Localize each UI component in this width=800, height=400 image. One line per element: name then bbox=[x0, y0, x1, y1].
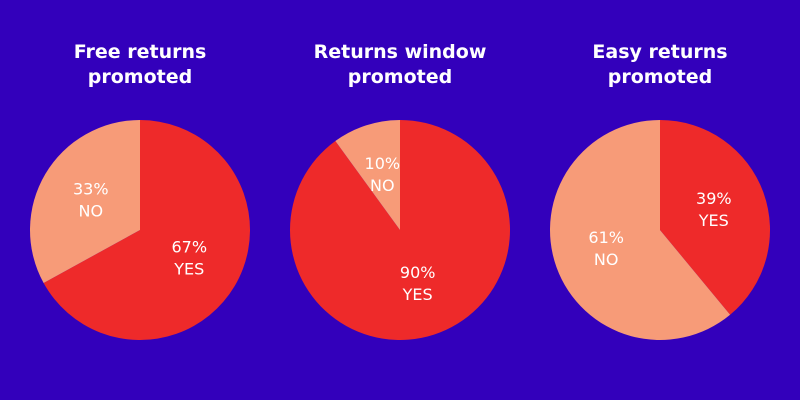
pie-slice bbox=[335, 120, 400, 230]
slice-category-label: YES bbox=[402, 285, 433, 304]
pie-slice bbox=[550, 120, 731, 340]
slice-value-label: 33% bbox=[73, 179, 109, 198]
chart-title: Free returns promoted bbox=[73, 41, 207, 88]
slice-category-label: YES bbox=[173, 260, 204, 279]
slice-value-label: 10% bbox=[365, 154, 401, 173]
pie-slice bbox=[660, 120, 771, 315]
slice-value-label: 67% bbox=[171, 238, 207, 257]
pie-slice bbox=[289, 120, 510, 340]
slice-category-label: YES bbox=[698, 211, 729, 230]
chart-title: Easy returns promoted bbox=[592, 41, 728, 88]
slice-category-label: NO bbox=[78, 201, 103, 220]
pie-slice bbox=[30, 120, 140, 283]
slice-category-label: NO bbox=[370, 176, 395, 195]
chart-title: Returns window promoted bbox=[313, 41, 487, 88]
slice-category-label: NO bbox=[594, 250, 619, 269]
slice-value-label: 39% bbox=[696, 189, 732, 208]
slice-value-label: 61% bbox=[588, 228, 624, 247]
slice-value-label: 90% bbox=[400, 263, 436, 282]
pie-slice bbox=[43, 120, 251, 340]
